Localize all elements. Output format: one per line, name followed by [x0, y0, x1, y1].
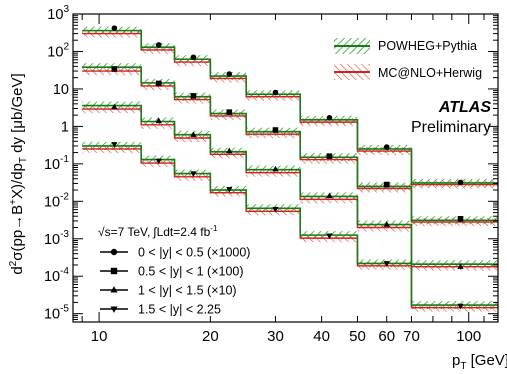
data-point	[111, 66, 118, 72]
data-point	[155, 80, 162, 87]
x-tick-label: 20	[202, 328, 219, 345]
data-point	[326, 153, 333, 159]
data-point	[383, 181, 390, 188]
data-point	[111, 25, 118, 31]
data-point	[457, 303, 464, 310]
series-legend-label: 0.5 < |y| < 1 (×100)	[138, 265, 244, 279]
data-point	[272, 89, 279, 96]
series-legend: 0 < |y| < 0.5 (×1000) 0.5 < |y| < 1 (×100…	[100, 246, 250, 317]
x-tick-label: 70	[403, 328, 420, 345]
data-point	[326, 233, 333, 240]
data-point	[326, 114, 333, 121]
data-point	[272, 127, 279, 133]
data-point	[383, 144, 390, 150]
y-tick-label: 1	[61, 119, 69, 135]
series-legend-marker	[110, 286, 118, 293]
data-point	[226, 71, 233, 77]
data-point	[111, 142, 118, 148]
x-tick-label: 40	[313, 328, 330, 345]
data-point	[155, 42, 162, 48]
series-legend-marker	[110, 306, 118, 313]
data-point	[190, 54, 197, 61]
data-point	[226, 109, 233, 115]
data-point	[155, 158, 162, 165]
series-legend-label: 1.5 < |y| < 2.25	[138, 303, 221, 317]
legend-label-powheg: POWHEG+Pythia	[378, 39, 477, 53]
data-point	[190, 171, 197, 177]
data-points	[111, 25, 464, 310]
series-legend-label: 0 < |y| < 0.5 (×1000)	[138, 246, 250, 260]
series-legend-marker	[110, 267, 118, 275]
y-tick-label: 10-5	[44, 304, 69, 323]
atlas-label: ATLAS	[438, 99, 491, 116]
x-tick-label: 30	[267, 328, 284, 345]
y-tick-label: 10-2	[44, 191, 69, 210]
data-point	[383, 221, 390, 227]
data-point	[190, 93, 197, 99]
y-tick-label: 103	[47, 4, 69, 23]
y-tick-label: 10-4	[44, 266, 69, 285]
y-tick-label: 102	[47, 41, 69, 60]
y-tick-label: 10-3	[44, 229, 69, 248]
data-point	[190, 131, 197, 137]
atlas-sublabel: Preliminary	[411, 119, 491, 136]
y-axis-ticks: 10-5 10-4 10-3 10-2 10-1 1 10 102 103	[44, 4, 498, 323]
data-point	[272, 165, 279, 172]
data-point	[457, 263, 464, 269]
data-point	[226, 186, 233, 193]
x-tick-label: 100	[456, 328, 481, 345]
data-point	[272, 206, 279, 213]
data-point	[457, 216, 464, 222]
series-legend-marker	[110, 248, 118, 256]
lumi-label: √s=7 TeV, ∫Ldt=2.4 fb-1	[98, 224, 218, 239]
data-point	[226, 147, 233, 154]
data-point	[155, 117, 162, 124]
powheg-step-line	[82, 66, 498, 222]
x-tick-label: 50	[349, 328, 366, 345]
data-point	[457, 179, 464, 186]
y-tick-label: 10	[53, 82, 69, 98]
legend: POWHEG+Pythia MC@NLO+Herwig	[334, 38, 482, 80]
plot-frame	[72, 13, 499, 323]
data-point	[326, 192, 333, 199]
x-axis-ticks: 10 20 30 40 50 60 70 100	[81, 14, 499, 345]
data-point	[383, 261, 390, 267]
x-tick-label: 10	[91, 328, 108, 345]
y-tick-label: 10-1	[44, 154, 69, 173]
legend-label-mcnlo: MC@NLO+Herwig	[378, 66, 482, 80]
x-axis-label: pT [GeV]	[452, 352, 507, 372]
series-legend-label: 1 < |y| < 1.5 (×10)	[138, 284, 237, 298]
data-point	[111, 103, 118, 110]
x-tick-label: 60	[378, 328, 395, 345]
y-axis-label: d2σ(pp→B+X)/dpT dy [μb/GeV]	[8, 73, 29, 274]
